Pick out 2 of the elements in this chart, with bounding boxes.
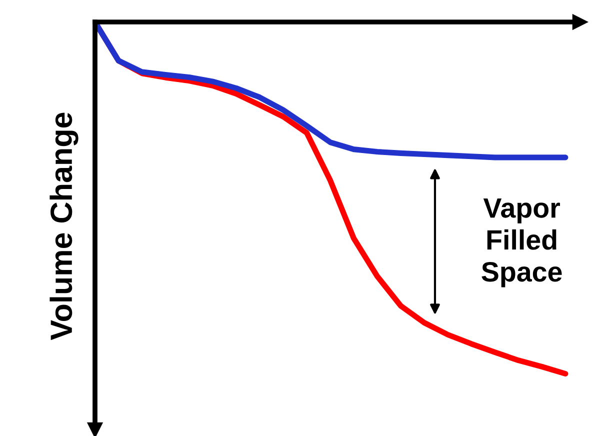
annotation: Vapor Filled Space [482,198,562,288]
y-axis-title: Volume Change [50,112,78,340]
